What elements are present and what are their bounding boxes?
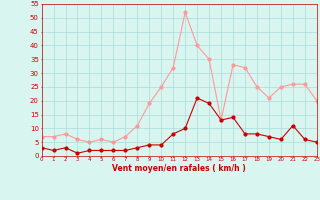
X-axis label: Vent moyen/en rafales ( km/h ): Vent moyen/en rafales ( km/h ) <box>112 164 246 173</box>
